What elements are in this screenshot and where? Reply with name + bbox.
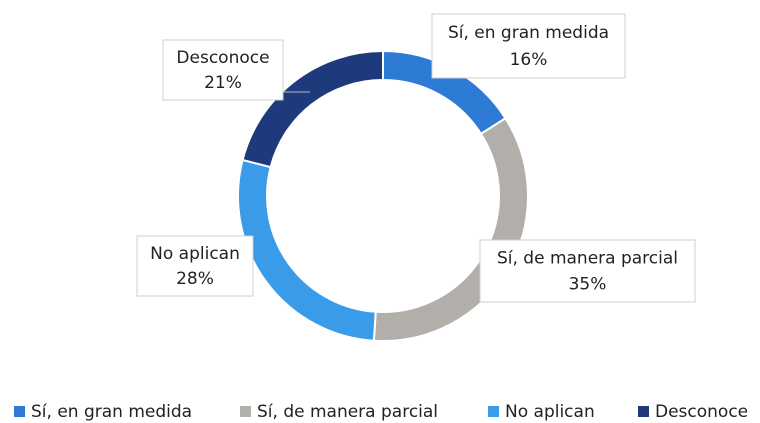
- callout-box: [162, 39, 284, 101]
- callout-box: [136, 235, 254, 297]
- callout-name: Desconoce: [176, 48, 269, 68]
- callout-name: Sí, en gran medida: [448, 23, 609, 43]
- callout-box: [479, 239, 696, 303]
- legend-swatch: [14, 406, 25, 417]
- legend-swatch: [638, 406, 649, 417]
- slice: [372, 116, 529, 342]
- legend-label: Desconoce: [655, 402, 748, 422]
- callout-value: 21%: [204, 73, 242, 93]
- legend-label: Sí, en gran medida: [31, 402, 192, 422]
- legend-label: No aplican: [505, 402, 595, 422]
- callout-name: Sí, de manera parcial: [497, 249, 678, 269]
- slice: [237, 158, 377, 342]
- callout-value: 35%: [569, 275, 607, 295]
- callout-value: 16%: [510, 50, 548, 70]
- callout-box: [431, 13, 626, 79]
- legend-label: Sí, de manera parcial: [257, 402, 438, 422]
- legend-swatch: [488, 406, 499, 417]
- callout-name: No aplican: [150, 244, 240, 264]
- slice: [241, 49, 384, 169]
- callout-value: 28%: [176, 269, 214, 289]
- legend-swatch: [240, 406, 251, 417]
